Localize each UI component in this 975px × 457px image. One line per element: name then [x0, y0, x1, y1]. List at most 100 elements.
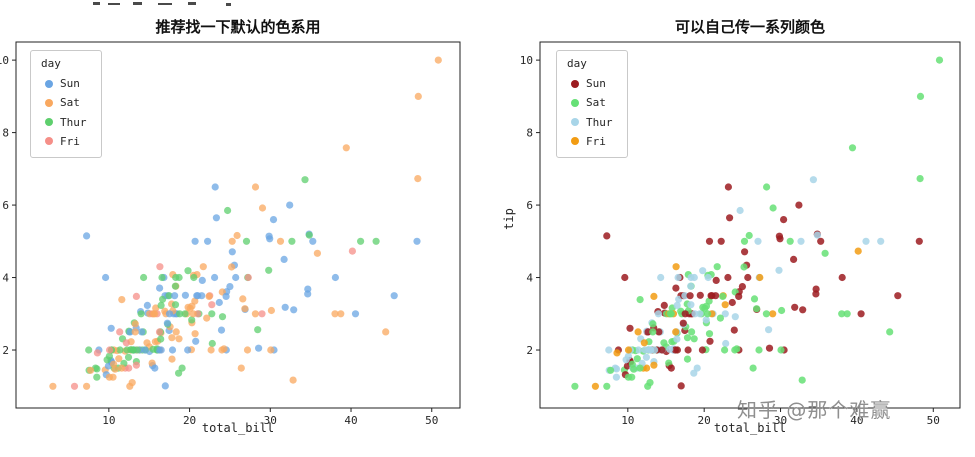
scatter-point — [171, 292, 179, 300]
legend-marker-dot — [571, 137, 579, 146]
scatter-point — [740, 263, 748, 271]
scatter-point — [241, 305, 249, 313]
scatter-point — [673, 301, 681, 309]
scatter-point — [414, 92, 422, 100]
scatter-point — [612, 373, 621, 381]
scatter-point — [107, 324, 115, 332]
scatter-point — [762, 310, 771, 318]
scatter-point — [129, 346, 137, 354]
x-axis-label-left: total_bill — [201, 421, 275, 435]
scatter-point — [131, 320, 139, 328]
scatter-point — [674, 273, 682, 282]
scatter-point — [713, 263, 721, 271]
scatter-point — [217, 326, 226, 334]
x-tick-label: 40 — [344, 414, 357, 427]
scatter-point — [222, 292, 230, 300]
scatter-point — [673, 335, 681, 343]
cropped-text-fragment — [93, 2, 100, 5]
scatter-point — [140, 273, 148, 282]
legend-title: day — [567, 57, 587, 70]
scatter-point — [916, 92, 925, 100]
scatter-point — [165, 292, 173, 300]
scatter-point — [193, 292, 201, 300]
y-tick-label: 2 — [2, 344, 9, 357]
scatter-point — [698, 346, 707, 354]
legend-label: Sun — [586, 77, 606, 91]
scatter-point — [765, 344, 774, 352]
scatter-point — [155, 346, 163, 354]
scatter-point — [809, 176, 818, 184]
scatter-point — [724, 273, 732, 282]
scatter-point — [707, 292, 715, 300]
scatter-point — [93, 373, 101, 381]
scatter-point — [626, 324, 634, 332]
scatter-point — [137, 310, 145, 318]
scatter-point — [857, 310, 865, 318]
scatter-point — [687, 301, 695, 309]
legend-marker-dot — [45, 118, 53, 127]
scatter-point — [305, 231, 313, 239]
scatter-point — [642, 353, 651, 361]
scatter-point — [738, 283, 747, 291]
scatter-point — [152, 304, 160, 312]
scatter-point — [131, 328, 139, 336]
scatter-point — [168, 346, 177, 354]
scatter-point — [717, 237, 725, 245]
legend-marker-dot — [571, 98, 579, 107]
scatter-point — [434, 56, 442, 64]
scatter-point — [622, 356, 630, 364]
scatter-point — [280, 255, 288, 263]
scatter-point — [649, 320, 657, 328]
scatter-point — [633, 355, 641, 363]
scatter-point — [722, 339, 730, 348]
scatter-point — [636, 296, 644, 304]
x-tick-label: 10 — [102, 414, 115, 427]
scatter-point — [634, 328, 642, 336]
scatter-point — [643, 364, 651, 372]
scatter-point — [605, 346, 613, 354]
scatter-point — [754, 237, 762, 245]
scatter-point — [741, 248, 749, 256]
scatter-point — [730, 326, 738, 334]
scatter-point — [813, 231, 822, 239]
x-tick-label: 10 — [621, 414, 634, 427]
scatter-point — [184, 267, 192, 275]
scatter-point — [702, 316, 710, 324]
scatter-point — [331, 273, 339, 282]
legend-item: Thur — [39, 113, 87, 132]
scatter-point — [181, 310, 189, 318]
scatter-point — [672, 284, 680, 292]
cropped-text-fragment — [226, 3, 231, 6]
scatter-point — [862, 237, 870, 245]
scatter-point — [778, 306, 786, 315]
scatter-point — [735, 292, 743, 300]
axes-frame — [539, 41, 961, 409]
scatter-point — [244, 273, 252, 282]
scatter-point — [817, 237, 825, 245]
scatter-point — [696, 310, 704, 318]
scatter-point — [777, 346, 785, 354]
scatter-point — [304, 285, 312, 293]
scatter-point — [719, 292, 727, 300]
scatter-point — [690, 273, 698, 282]
scatter-point — [749, 364, 757, 372]
y-tick-label: 8 — [526, 127, 533, 140]
scatter-point — [894, 292, 902, 300]
scatter-point — [191, 237, 199, 245]
scatter-point — [657, 273, 665, 282]
y-tick-label: 8 — [2, 127, 9, 140]
scatter-point — [204, 237, 212, 245]
scatter-point — [624, 373, 633, 381]
scatter-point — [111, 365, 119, 373]
scatter-point — [188, 316, 196, 324]
y-tick-label: 6 — [526, 199, 533, 212]
legend-marker-dot — [45, 137, 53, 146]
scatter-point — [143, 339, 151, 347]
scatter-point — [102, 273, 110, 282]
scatter-point — [207, 346, 215, 354]
scatter-point — [357, 237, 365, 245]
x-tick-label: 50 — [927, 414, 940, 427]
scatter-point — [276, 237, 285, 245]
plot-title-left: 推荐找一下默认的色系用 — [155, 18, 321, 36]
scatter-point — [161, 382, 169, 390]
